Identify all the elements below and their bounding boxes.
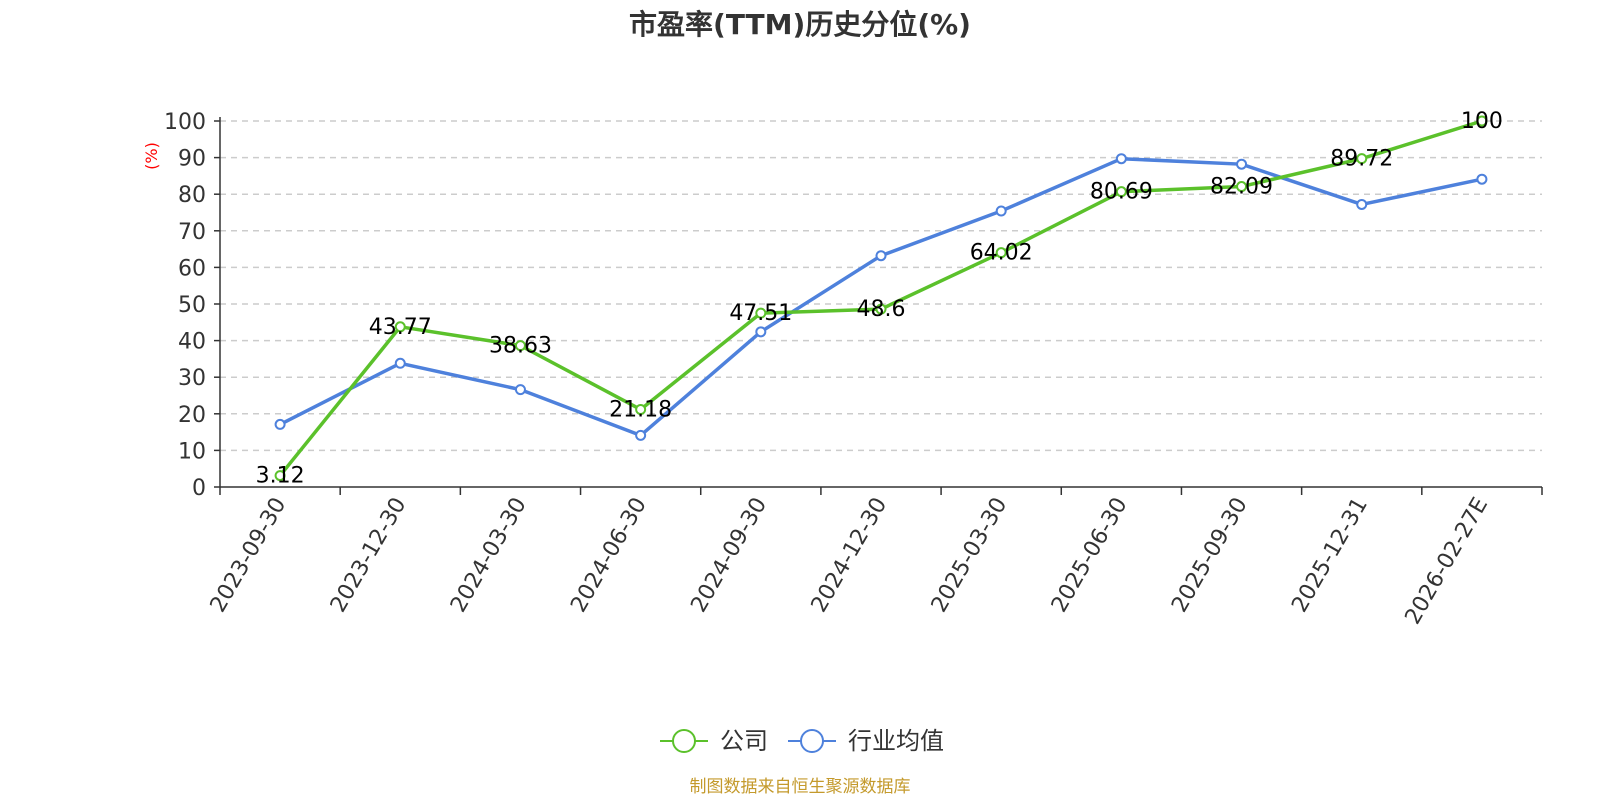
data-point xyxy=(875,303,887,315)
y-tick-label: 80 xyxy=(178,183,206,208)
data-point xyxy=(274,418,286,430)
data-point xyxy=(635,429,647,441)
data-point xyxy=(755,307,767,319)
data-point xyxy=(1115,153,1127,165)
y-tick-label: 30 xyxy=(178,366,206,391)
data-point xyxy=(1476,173,1488,185)
legend-label: 公司 xyxy=(720,727,768,755)
data-label: 43.77 xyxy=(369,315,432,340)
axes: 0 10 20 30 40 50 60 70 80 90 100 2023-09-30 2023-12-… xyxy=(164,110,1543,629)
x-tick-label: 2023-12-30 xyxy=(326,493,412,616)
data-label: 3.12 xyxy=(256,464,305,489)
chart-title: 市盈率(TTM)历史分位(%) xyxy=(629,8,971,41)
data-point xyxy=(274,470,286,482)
y-tick-label: 70 xyxy=(178,220,206,245)
legend-marker xyxy=(800,729,824,753)
x-tick-label: 2025-06-30 xyxy=(1047,494,1133,617)
legend-label: 行业均值 xyxy=(848,727,944,755)
data-point xyxy=(514,384,526,396)
data-label: 64.02 xyxy=(970,241,1033,266)
data-point xyxy=(1236,181,1248,193)
data-label: 47.51 xyxy=(729,301,792,326)
data-point xyxy=(1476,115,1488,127)
data-point xyxy=(995,205,1007,217)
data-point xyxy=(514,340,526,352)
x-tick-label: 2024-12-30 xyxy=(807,494,893,617)
data-point xyxy=(394,357,406,369)
x-tick-label: 2026-02-27E xyxy=(1401,494,1494,629)
data-point xyxy=(875,250,887,262)
y-tick-label: 10 xyxy=(178,439,206,464)
legend-marker xyxy=(672,729,696,753)
source-note: 制图数据来自恒生聚源数据库 xyxy=(690,777,911,797)
y-tick-label: 100 xyxy=(164,110,206,135)
y-tick-label: 20 xyxy=(178,403,206,428)
data-label: 82.09 xyxy=(1210,175,1273,200)
data-point xyxy=(755,326,767,338)
x-tick-label: 2025-03-30 xyxy=(927,494,1013,617)
data-point xyxy=(1115,186,1127,198)
series-layer xyxy=(274,115,1488,482)
x-tick-label: 2024-09-30 xyxy=(686,494,772,617)
data-label: 89.72 xyxy=(1330,147,1393,172)
x-tick-label: 2023-09-30 xyxy=(206,494,292,617)
data-labels: 3.12 43.77 38.63 21.18 47.51 48.6 64.02 80.69 82… xyxy=(256,109,1503,489)
data-label: 100 xyxy=(1461,109,1503,134)
y-tick-label: 90 xyxy=(178,147,206,172)
data-point xyxy=(1356,153,1368,165)
x-tick-label: 2025-09-30 xyxy=(1167,494,1253,617)
data-label: 21.18 xyxy=(609,397,672,422)
x-tick-label: 2025-12-31 xyxy=(1287,494,1373,617)
x-tick-label: 2024-03-30 xyxy=(446,494,532,617)
y-axis-unit-label: (%) xyxy=(142,142,161,170)
y-tick-label: 0 xyxy=(192,476,206,501)
x-tick-label: 2024-06-30 xyxy=(566,494,652,617)
data-label: 80.69 xyxy=(1090,180,1153,205)
data-point xyxy=(995,247,1007,259)
data-label: 38.63 xyxy=(489,334,552,359)
data-point xyxy=(1356,198,1368,210)
y-tick-label: 60 xyxy=(178,256,206,281)
legend: 公司 行业均值 xyxy=(660,727,944,755)
data-point xyxy=(394,321,406,333)
data-point xyxy=(1236,158,1248,170)
data-label: 48.6 xyxy=(857,297,906,322)
y-tick-label: 50 xyxy=(178,293,206,318)
y-tick-label: 40 xyxy=(178,330,206,355)
data-point xyxy=(635,403,647,415)
